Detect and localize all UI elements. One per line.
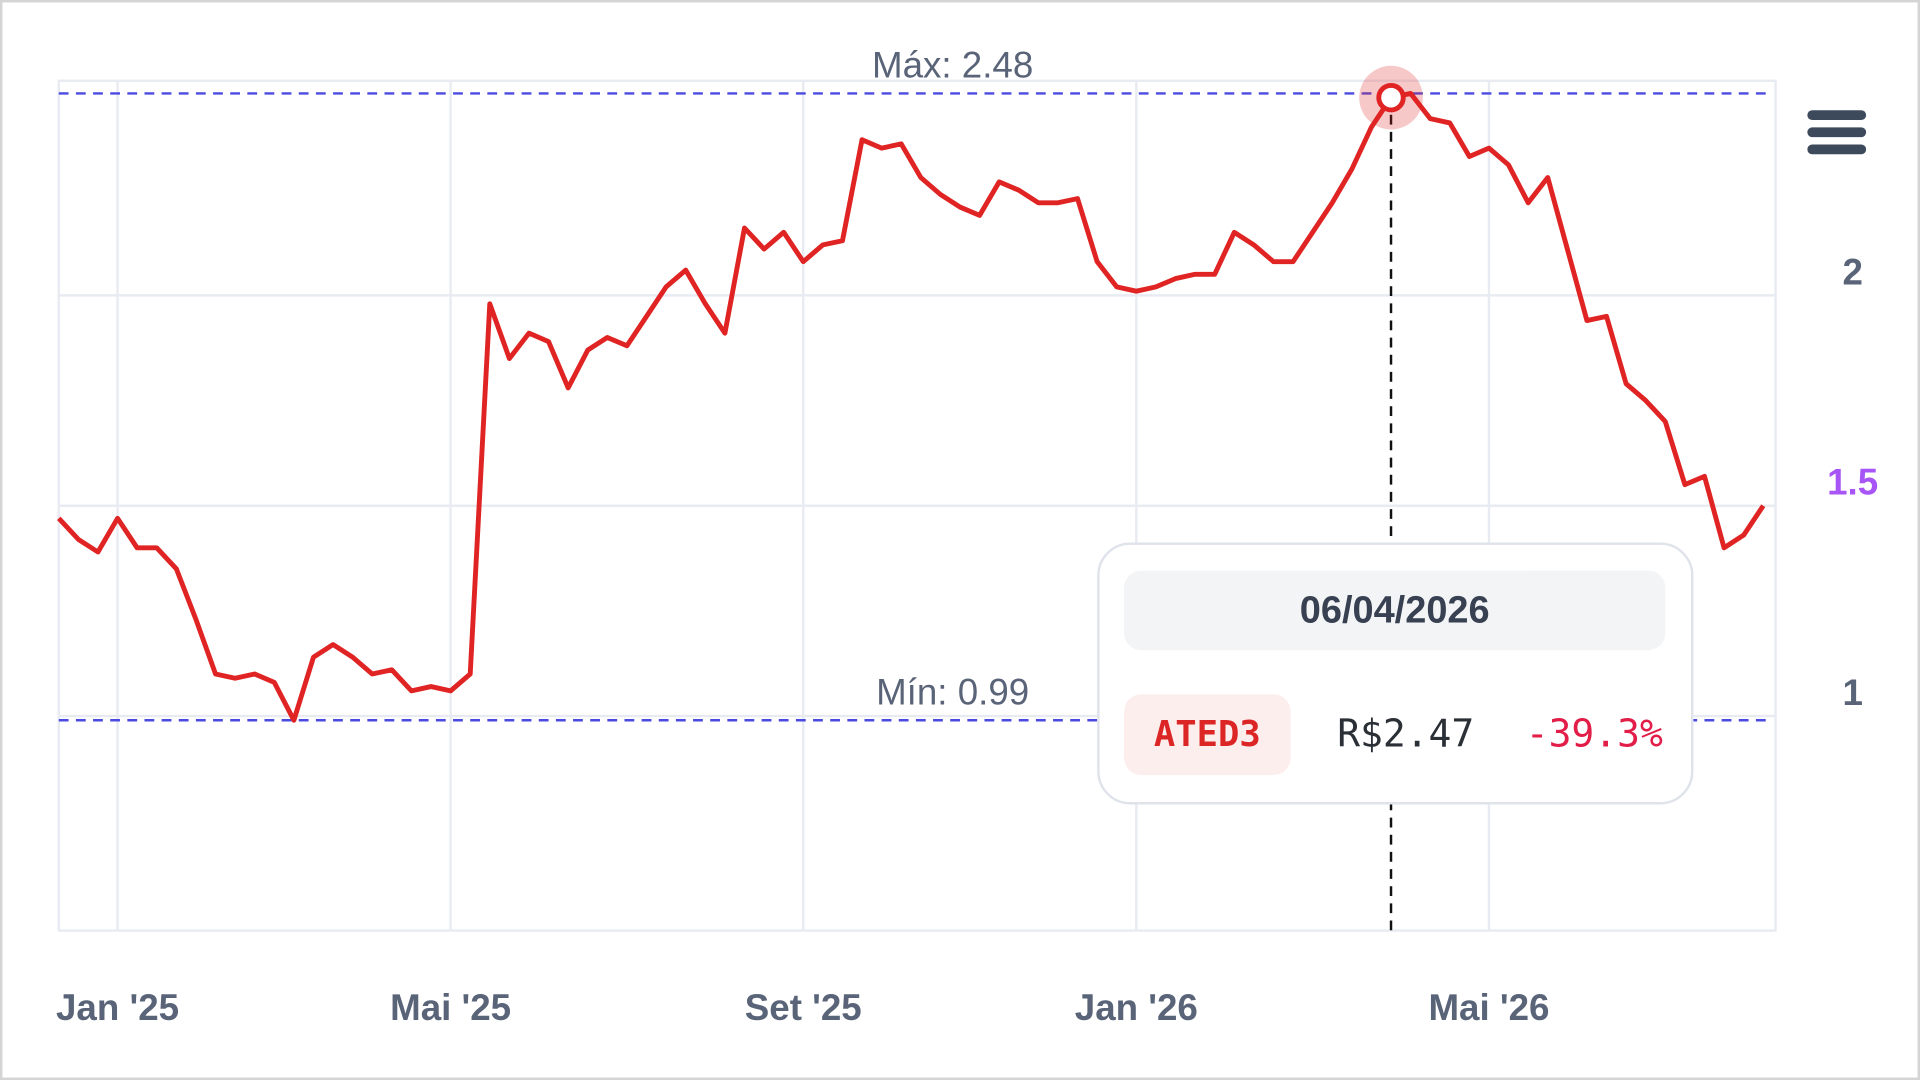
axes: 1 1.5 2 Jan '25 Mai '25 Set '25 Jan '26 Mai '26 (56, 251, 1878, 1028)
tooltip-date: 06/04/2026 (1300, 589, 1490, 631)
y-tick-label: 1 (1842, 672, 1862, 713)
reference-label: Máx: 2.48 (872, 44, 1033, 85)
menu-bar (1807, 110, 1867, 120)
tooltip: 06/04/2026 ATED3 R$2.47 -39.3% (1097, 542, 1694, 805)
menu-bar (1807, 144, 1867, 155)
hover-point (1376, 82, 1406, 113)
y-tick-label: 2 (1842, 251, 1862, 292)
y-tick-label: 1.5 (1827, 462, 1878, 503)
menu-button[interactable] (1800, 104, 1873, 159)
tooltip-change: -39.3% (1526, 711, 1663, 755)
x-tick-label: Set '25 (745, 987, 862, 1028)
tooltip-date-pill (1124, 570, 1666, 651)
x-tick-label: Mai '26 (1428, 987, 1549, 1028)
x-tick-label: Jan '26 (1075, 987, 1198, 1028)
x-tick-label: Mai '25 (390, 987, 511, 1028)
tooltip-ticker: ATED3 (1154, 714, 1261, 755)
plot-border (57, 79, 1777, 932)
reference-label: Mín: 0.99 (876, 671, 1029, 712)
series (56, 65, 1766, 931)
tooltip-price: R$2.47 (1337, 711, 1474, 755)
menu-bar (1807, 127, 1867, 138)
tooltip-ticker-pill (1124, 694, 1291, 776)
line (56, 90, 1766, 723)
x-tick-label: Jan '25 (56, 987, 179, 1028)
